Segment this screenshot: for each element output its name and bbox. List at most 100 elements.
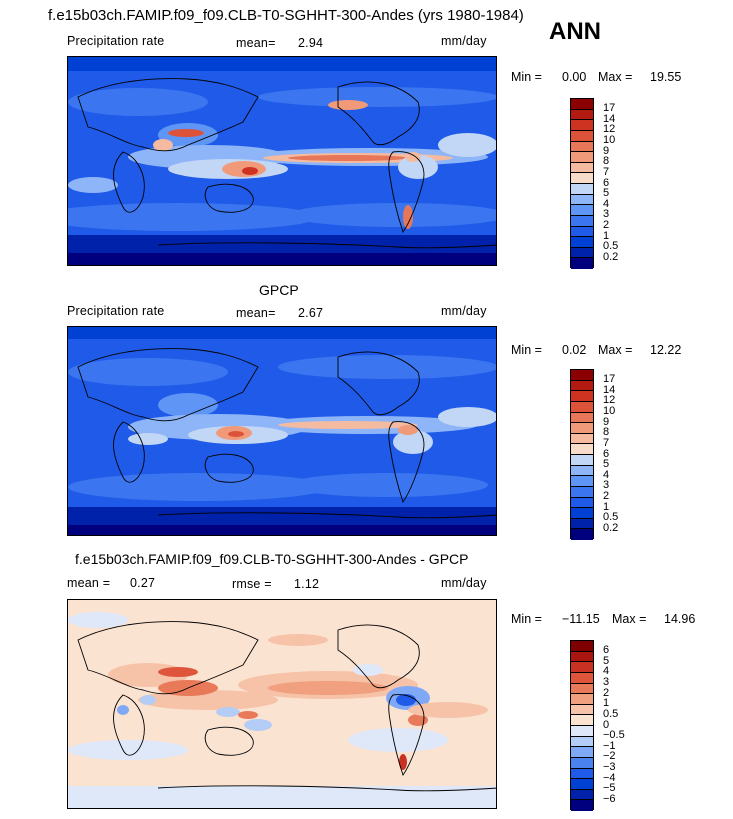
panel-title: GPCP [259,282,299,298]
min-label: Min = [511,343,542,357]
colorbar-tick-label: −0.5 [603,729,625,742]
rmse-value: 1.12 [294,577,320,591]
page-title: f.e15b03ch.FAMIP.f09_f09.CLB-T0-SGHHT-30… [48,7,524,24]
colorbar-swatch [571,518,593,530]
colorbar-tick-label: −4 [603,771,616,784]
colorbar-swatch [571,747,593,758]
colorbar-tick-label: 2 [603,490,610,502]
colorbar-swatch [571,757,593,769]
colorbar-tick-label: 9 [603,144,610,157]
colorbar-tick-label: 0.5 [603,707,619,720]
colorbar-swatch [571,380,593,392]
max-label: Max = [598,343,633,357]
difference-colorbar [570,640,594,811]
precip-colorbar [570,98,594,269]
colorbar-swatch [571,258,593,269]
colorbar-swatch [571,120,593,131]
min-value: 0.02 [562,343,587,357]
colorbar-tick-label: 4 [603,197,610,210]
colorbar-tick-label: 5 [603,187,610,200]
max-value: 19.55 [650,70,682,84]
colorbar-swatch [571,401,593,413]
precip-colorbar [570,369,594,540]
max-value: 14.96 [664,612,696,626]
colorbar-swatch [571,370,593,381]
colorbar-swatch [571,486,593,498]
colorbar-swatch [571,141,593,153]
colorbar-tick-label: 4 [603,665,610,678]
colorbar-swatch [571,651,593,663]
colorbar-tick-label: 12 [603,394,616,407]
colorbar-tick-label: 1 [603,229,610,242]
rmse-label: rmse = [232,577,272,591]
colorbar-tick-label: 3 [603,676,610,688]
gpcp-precip-field [68,327,496,535]
colorbar-swatch [571,130,593,142]
max-label: Max = [612,612,647,626]
colorbar-tick-label: 7 [603,436,610,449]
colorbar-swatch [571,433,593,445]
colorbar-tick-label: 5 [603,654,610,667]
mean-label: mean= [236,36,276,50]
units-label: mm/day [441,34,487,48]
colorbar-swatch [571,247,593,259]
colorbar-tick-label: 3 [603,479,610,492]
units-label: mm/day [441,304,487,318]
colorbar-tick-label: 3 [603,208,610,221]
colorbar-swatch [571,672,593,684]
colorbar-tick-label: 7 [603,165,610,178]
colorbar-tick-label: 6 [603,176,610,189]
colorbar-swatch [571,184,593,195]
colorbar-tick-label: −6 [603,792,616,805]
model-precip-field [68,57,496,265]
colorbar-swatch [571,205,593,216]
colorbar-tick-label: 0.5 [603,511,619,524]
colorbar-tick-label: 6 [603,644,610,657]
field-label: Precipitation rate [67,304,165,318]
colorbar-swatch [571,497,593,509]
colorbar-tick-label: 10 [603,134,616,146]
panel-title: f.e15b03ch.FAMIP.f09_f09.CLB-T0-SGHHT-30… [75,551,469,567]
colorbar-swatch [571,412,593,424]
colorbar-swatch [571,508,593,519]
colorbar-swatch [571,391,593,402]
units-label: mm/day [441,576,487,590]
colorbar-swatch [571,99,593,110]
colorbar-swatch [571,683,593,695]
colorbar-tick-label: 1 [603,697,610,710]
gpcp-precip-map [67,326,497,536]
colorbar-tick-label: 5 [603,458,610,471]
colorbar-tick-label: 12 [603,123,616,136]
colorbar-tick-label: 17 [603,373,616,386]
difference-field [68,600,496,808]
colorbar-swatch [571,444,593,455]
min-label: Min = [511,612,542,626]
colorbar-tick-label: 1 [603,500,610,513]
colorbar-swatch [571,226,593,238]
colorbar-swatch [571,726,593,737]
colorbar-swatch [571,768,593,780]
min-value: 0.00 [562,70,587,84]
difference-map [67,599,497,809]
colorbar-swatch [571,465,593,477]
colorbar-tick-label: 6 [603,447,610,460]
colorbar-tick-label: 4 [603,468,610,481]
colorbar-swatch [571,237,593,248]
colorbar-swatch [571,423,593,434]
colorbar-swatch [571,109,593,121]
mean-value: 2.67 [298,306,324,320]
model-precip-map [67,56,497,266]
colorbar-tick-label: −1 [603,739,616,752]
colorbar-tick-label: 2 [603,219,610,231]
max-value: 12.22 [650,343,682,357]
colorbar-swatch [571,152,593,163]
max-label: Max = [598,70,633,84]
colorbar-swatch [571,162,593,174]
colorbar-tick-label: 0.5 [603,240,619,253]
colorbar-swatch [571,529,593,540]
colorbar-tick-label: 14 [603,112,616,125]
colorbar-swatch [571,736,593,748]
colorbar-tick-label: 8 [603,155,610,168]
colorbar-tick-label: 9 [603,415,610,428]
colorbar-tick-label: 17 [603,102,616,115]
